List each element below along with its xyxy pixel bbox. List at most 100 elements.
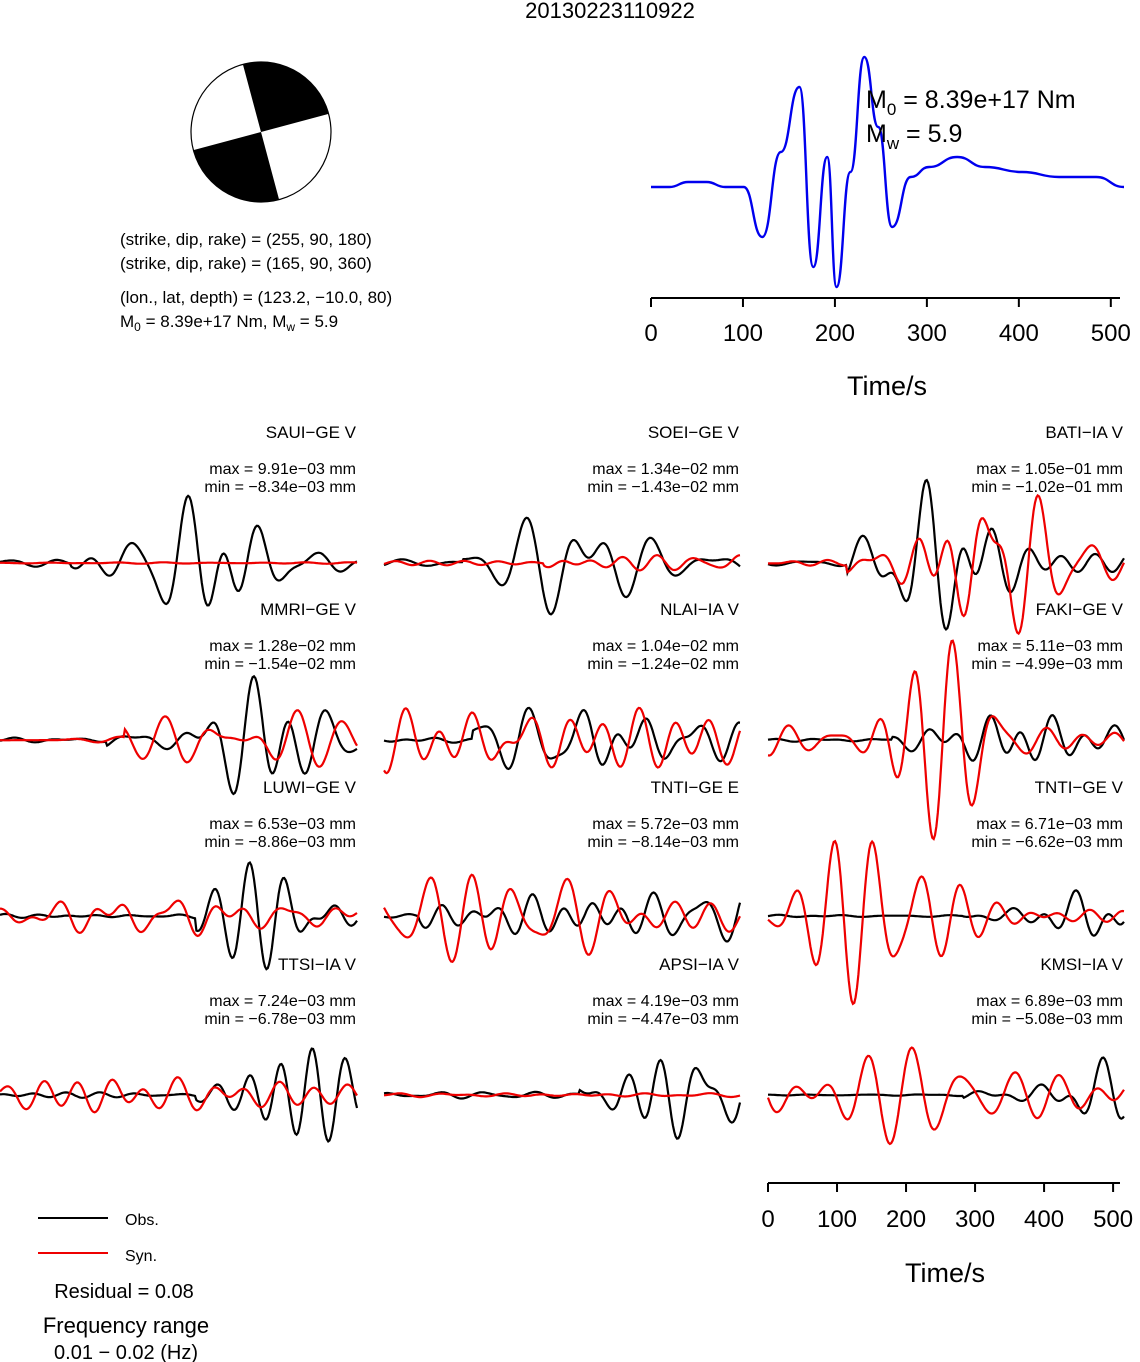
station-max-amplitude: max = 4.19e−03 mm (592, 993, 739, 1010)
station-name: TNTI−GE E (651, 778, 739, 797)
obs-waveform-line (767, 714, 1126, 762)
station-max-amplitude: max = 1.28e−02 mm (209, 638, 356, 655)
station-min-amplitude: min = −5.08e−03 mm (971, 1011, 1123, 1028)
waveform-x-axis-label: Time/s (905, 1258, 985, 1288)
obs-waveform-line (0, 494, 358, 607)
stf-x-tick-label: 200 (815, 320, 855, 347)
obs-waveform-line (0, 1047, 359, 1144)
syn-waveform-line (0, 561, 358, 565)
obs-waveform-line (383, 516, 741, 616)
moment-summary: M0 = 8.39e+17 Nm, Mw = 5.9 (120, 312, 338, 334)
moment-m0-value: 8.39e+17 Nm (160, 312, 263, 331)
obs-waveform-line (383, 891, 742, 943)
stf-x-tick-label: 100 (723, 320, 763, 347)
stf-x-tick-label: 0 (644, 320, 657, 347)
mechanism-info: (strike, dip, rake) = (255, 90, 180) (st… (120, 230, 392, 334)
focal-mechanism-beachball (190, 61, 332, 203)
frequency-range-value: 0.01 − 0.02 (Hz) (54, 1342, 198, 1362)
stf-x-tick-label: 300 (907, 320, 947, 347)
stf-x-axis: 0 100 200 300 400 500 (644, 297, 1131, 347)
station-name: TTSI−IA V (278, 955, 357, 974)
station-name: FAKI−GE V (1036, 600, 1124, 619)
station-max-amplitude: max = 6.89e−03 mm (976, 993, 1123, 1010)
obs-waveform-line (768, 1056, 1125, 1120)
obs-waveform-line (767, 889, 1125, 937)
station-min-amplitude: min = −8.34e−03 mm (204, 479, 356, 496)
waveform-x-axis: 0 100 200 300 400 500 (761, 1182, 1133, 1233)
figure-title: 20130223110922 (525, 0, 695, 23)
stf-mw-label: Mw = 5.9 (866, 120, 962, 153)
station-min-amplitude: min = −4.99e−03 mm (971, 656, 1123, 673)
beachball-compressional-quadrant-2 (193, 132, 280, 202)
station-min-amplitude: min = −1.54e−02 mm (204, 656, 356, 673)
residual-value: Residual = 0.08 (54, 1281, 194, 1303)
station-max-amplitude: max = 5.72e−03 mm (592, 816, 739, 833)
station-name: BATI−IA V (1045, 423, 1123, 442)
station-max-amplitude: max = 5.11e−03 mm (977, 638, 1123, 655)
station-max-amplitude: max = 6.53e−03 mm (209, 816, 356, 833)
obs-waveform-line (383, 706, 741, 771)
waveform-x-tick-label: 100 (817, 1206, 857, 1233)
obs-waveform-line (0, 861, 358, 971)
obs-waveform-line (0, 674, 358, 796)
station-min-amplitude: min = −1.43e−02 mm (587, 479, 739, 496)
legend-obs-label: Obs. (125, 1212, 159, 1229)
syn-waveform-line (0, 899, 358, 938)
syn-waveform-line (383, 873, 741, 964)
station-name: KMSI−IA V (1040, 955, 1123, 974)
syn-waveform-line (767, 493, 1125, 636)
station-min-amplitude: min = −6.78e−03 mm (204, 1011, 356, 1028)
stf-x-axis-label: Time/s (847, 371, 927, 401)
frequency-range-title: Frequency range (43, 1313, 209, 1338)
station-max-amplitude: max = 1.34e−02 mm (592, 461, 739, 478)
station-name: SOEI−GE V (648, 423, 740, 442)
source-location: (lon., lat, depth) = (123.2, −10.0, 80) (120, 288, 392, 307)
station-name: TNTI−GE V (1035, 778, 1124, 797)
stf-m0-label: M0 = 8.39e+17 Nm (866, 86, 1076, 119)
station-name: MMRI−GE V (260, 600, 357, 619)
station-min-amplitude: min = −8.86e−03 mm (204, 834, 356, 851)
waveform-x-tick-label: 0 (761, 1206, 774, 1233)
moment-mw-value: 5.9 (314, 312, 338, 331)
syn-waveform-line (0, 709, 358, 768)
syn-waveform-line (0, 1076, 358, 1114)
stf-mw-value: 5.9 (928, 120, 963, 148)
stf-x-tick-label: 400 (999, 320, 1039, 347)
nodal-plane-1: (strike, dip, rake) = (255, 90, 180) (120, 230, 372, 249)
waveform-x-tick-label: 200 (886, 1206, 926, 1233)
station-name: LUWI−GE V (263, 778, 357, 797)
waveform-x-tick-label: 300 (955, 1206, 995, 1233)
legend-syn-label: Syn. (125, 1248, 157, 1265)
station-max-amplitude: max = 7.24e−03 mm (209, 993, 356, 1010)
syn-waveform-line (766, 1046, 1125, 1146)
legend: Obs. Syn. (38, 1212, 159, 1265)
syn-waveform-line (383, 706, 742, 775)
stf-x-tick-label: 500 (1091, 320, 1131, 347)
station-max-amplitude: max = 6.71e−03 mm (976, 816, 1123, 833)
station-name: APSI−IA V (659, 955, 740, 974)
nodal-plane-2: (strike, dip, rake) = (165, 90, 360) (120, 254, 372, 273)
obs-waveform-line (767, 478, 1125, 632)
waveform-x-tick-label: 500 (1093, 1206, 1133, 1233)
station-min-amplitude: min = −6.62e−03 mm (971, 834, 1123, 851)
beachball-compressional-quadrant-1 (242, 62, 329, 132)
syn-waveform-line (767, 839, 1125, 1006)
station-min-amplitude: min = −4.47e−03 mm (587, 1011, 739, 1028)
syn-waveform-line (383, 554, 741, 572)
stf-panel: M0 = 8.39e+17 Nm Mw = 5.9 0 100 200 300 400 5… (644, 55, 1131, 401)
station-max-amplitude: max = 1.04e−02 mm (592, 638, 739, 655)
stf-series-line (650, 55, 1125, 289)
station-name: NLAI−IA V (660, 600, 740, 619)
